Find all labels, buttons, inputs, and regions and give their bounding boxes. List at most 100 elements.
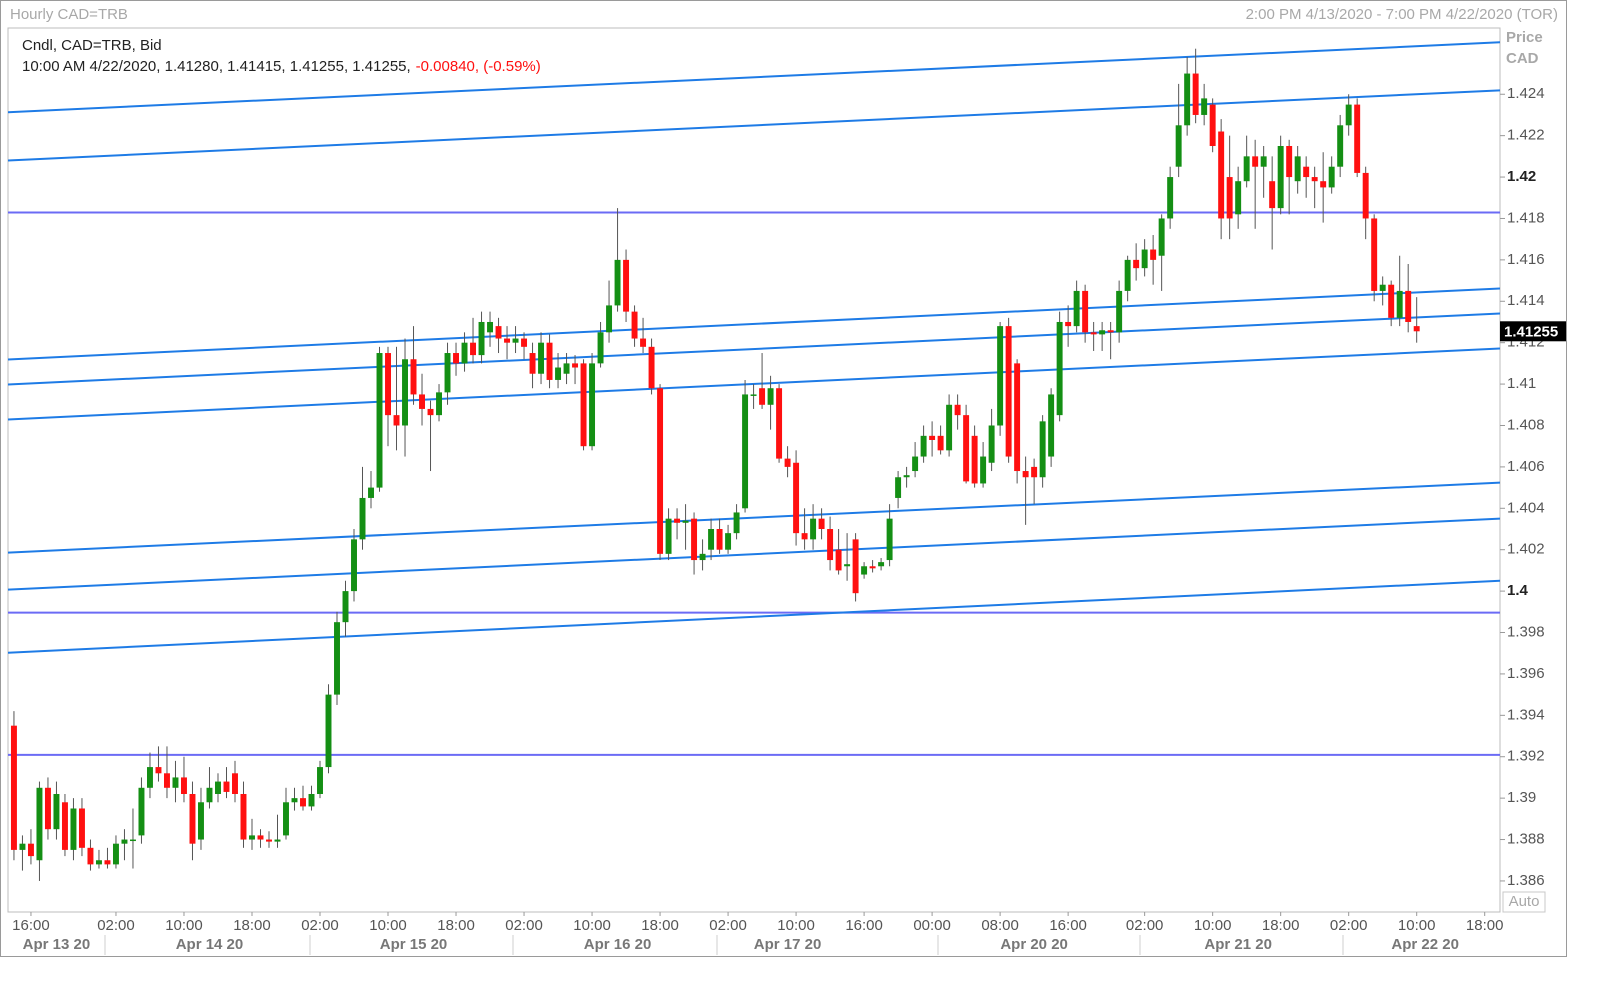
candle-body	[189, 793, 196, 844]
candle-body	[1201, 98, 1208, 115]
candle-body	[844, 564, 851, 567]
x-tick-label: 02:00	[505, 917, 543, 934]
candle-body	[759, 388, 766, 405]
x-tick-label: 10:00	[573, 917, 611, 934]
candle-body	[351, 539, 357, 592]
candle-body	[487, 321, 494, 333]
candle-body	[1328, 166, 1335, 188]
candle-body	[112, 843, 119, 865]
candle-body	[631, 311, 638, 339]
candle-body	[146, 767, 153, 788]
y-tick-label: 1.414	[1507, 292, 1545, 309]
candle-body	[606, 305, 613, 333]
candle-body	[444, 353, 451, 393]
candle-body	[385, 353, 391, 416]
x-tick-label: 10:00	[369, 917, 407, 934]
candle-body	[750, 394, 757, 396]
trend-line	[8, 347, 1500, 421]
candle-body	[1014, 363, 1021, 472]
candle-body	[1099, 330, 1106, 335]
candle-body	[1209, 104, 1216, 147]
trend-line	[8, 517, 1500, 591]
candle-body	[283, 802, 289, 836]
candle-body	[291, 798, 298, 803]
candle-body	[793, 462, 800, 534]
candle-body	[801, 533, 808, 540]
candle-body	[912, 456, 919, 472]
candle-body	[36, 787, 43, 861]
date-separators	[104, 935, 1344, 955]
last-price-box	[1500, 321, 1566, 342]
candle-body	[538, 342, 545, 374]
candle-body	[1345, 104, 1352, 126]
x-tick-label: 10:00	[165, 917, 203, 934]
candle-body	[1065, 321, 1072, 327]
candle-body	[1141, 249, 1148, 269]
candle-body	[1252, 156, 1259, 167]
candle-body	[1124, 259, 1131, 291]
date-label: Apr 22 20	[1391, 936, 1459, 953]
scale-mode[interactable]: Auto	[1509, 893, 1540, 910]
candle-body	[963, 415, 970, 482]
candle-body	[835, 549, 842, 571]
x-tick-label: 08:00	[981, 917, 1019, 934]
x-tick-label: 10:00	[777, 917, 815, 934]
candle-body	[1056, 321, 1063, 416]
candle-body	[1175, 125, 1182, 167]
candle-body	[249, 835, 255, 840]
candle-body	[810, 518, 817, 540]
candle-body	[300, 798, 306, 807]
candle-body	[1235, 181, 1242, 215]
candle-body	[665, 518, 672, 554]
date-label: Apr 20 20	[1000, 936, 1068, 953]
candle-body	[878, 562, 885, 567]
candle-body	[767, 388, 774, 405]
candle-body	[1413, 326, 1420, 332]
candle-body	[317, 767, 323, 794]
plot	[8, 41, 1500, 881]
candle-body	[257, 835, 264, 840]
candle-body	[597, 332, 604, 364]
y-tick-label: 1.418	[1507, 209, 1545, 226]
auto-button[interactable]	[1502, 891, 1546, 913]
candle-body	[410, 359, 417, 395]
candle-body	[1082, 290, 1089, 333]
candle-body	[674, 518, 681, 523]
candle-body	[1320, 181, 1327, 188]
candle-body	[1405, 290, 1412, 322]
candle-body	[1158, 218, 1165, 256]
candle-body	[325, 694, 332, 768]
candle-body	[1133, 259, 1140, 269]
candle-body	[903, 475, 910, 478]
candle-body	[198, 802, 204, 840]
candle-body	[104, 860, 111, 865]
candle-body	[640, 338, 647, 347]
x-tick-label: 16:00	[12, 917, 50, 934]
candle-body	[708, 529, 715, 550]
x-tick-label: 02:00	[1330, 917, 1368, 934]
candle-body	[988, 425, 995, 463]
candle-body	[470, 342, 477, 356]
candle-body	[1039, 421, 1046, 478]
y-tick-label: 1.41	[1507, 375, 1536, 392]
trend-line	[8, 41, 1500, 114]
y-tick-label: 1.42	[1507, 168, 1536, 185]
candle-body	[121, 839, 128, 844]
candle-body	[223, 781, 230, 792]
candle-body	[563, 363, 570, 374]
axes: 1.386 1.388 1.39 1.392 1.394 1.396 1.398 1.4 1.4…	[12, 85, 1544, 953]
trend-line	[8, 312, 1500, 386]
axis-title: Price	[1506, 29, 1543, 46]
candle-body	[886, 518, 893, 561]
candle-body	[181, 777, 187, 794]
candle-body	[70, 808, 77, 850]
candle-body	[1090, 332, 1097, 335]
x-tick-label: 18:00	[233, 917, 271, 934]
candle-body	[453, 353, 460, 364]
x-tick-label: 10:00	[1194, 917, 1232, 934]
candle-body	[716, 529, 723, 550]
candle-body	[129, 839, 136, 842]
candle-body	[682, 520, 689, 523]
candle-body	[19, 843, 26, 850]
